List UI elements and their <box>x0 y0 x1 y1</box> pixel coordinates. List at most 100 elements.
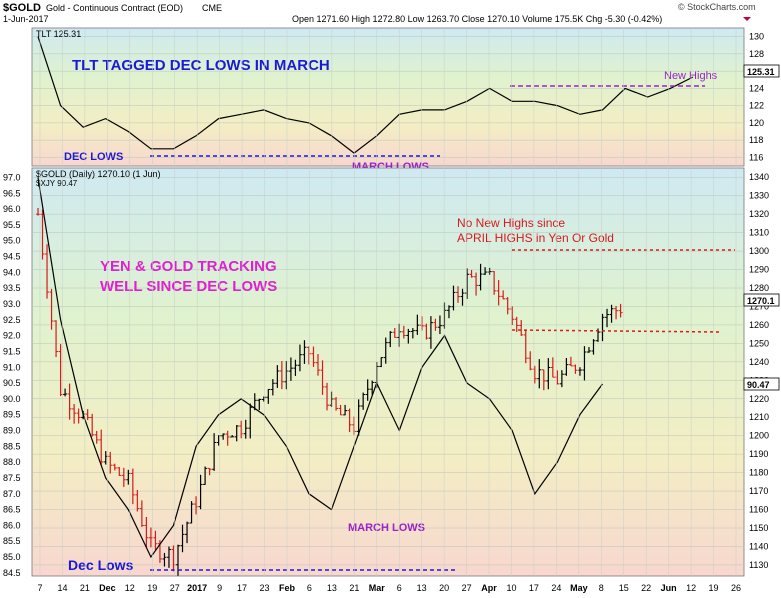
yen-y-tick-label: 96.5 <box>3 188 21 198</box>
tlt-last-value: 125.31 <box>747 67 775 77</box>
gold-ohlc-bar <box>45 244 50 299</box>
gold-y-tick-label: 1150 <box>749 523 768 533</box>
gold-ohlc-bar <box>234 425 239 442</box>
gold-ohlc-bar <box>139 500 144 527</box>
gold-ohlc-bar <box>469 270 474 278</box>
gold-ohlc-bar <box>230 435 235 438</box>
tlt-panel: 116118120122124126128130 TLT 125.31 TLT … <box>31 27 780 173</box>
yen-y-tick-label: 90.5 <box>3 378 21 388</box>
gold-ohlc-bar <box>288 357 293 381</box>
x-tick-label: 9 <box>217 583 222 593</box>
gold-y-tick-label: 1310 <box>749 228 769 238</box>
gold-y-tick-label: 1340 <box>749 172 769 182</box>
gold-ohlc-bar <box>36 207 40 216</box>
yen-gold-annotation-line1: YEN & GOLD TRACKING <box>100 258 277 275</box>
gold-ohlc-bar <box>519 320 524 336</box>
gold-ohlc-bar <box>257 398 262 411</box>
x-tick-label: 26 <box>731 583 741 593</box>
gold-ohlc-bar <box>225 430 230 446</box>
xjy-last-value-tag: 90.47 <box>743 377 780 391</box>
brand-label: © StockCharts.com <box>678 2 756 12</box>
tlt-series-line <box>37 36 694 154</box>
chart-header: $GOLD Gold - Continuous Contract (EOD) C… <box>3 2 756 24</box>
x-tick-label: 7 <box>37 583 42 593</box>
gold-ohlc-bar <box>270 379 275 396</box>
yen-y-tick-label: 94.5 <box>3 252 21 262</box>
gold-ohlc-bar <box>316 354 320 376</box>
gold-ohlc-bar <box>338 404 343 416</box>
x-tick-label: 13 <box>417 583 427 593</box>
x-tick-label: 6 <box>397 583 402 593</box>
gold-ohlc-bar <box>293 359 298 376</box>
gold-ohlc-bar <box>478 263 483 291</box>
x-tick-label: 27 <box>170 583 180 593</box>
tlt-panel-frame <box>31 27 745 167</box>
yen-y-tick-label: 88.5 <box>3 441 21 451</box>
support-line <box>511 329 721 333</box>
gold-ohlc-bar <box>108 451 113 474</box>
tlt-y-tick-label: 118 <box>749 135 763 145</box>
x-tick-label: 19 <box>709 583 719 593</box>
gold-ohlc-bar <box>474 272 479 296</box>
gold-yen-panel: 84.5 85.0 85.5 86.0 86.5 87.0 87.5 88.0 88.5 89.0… <box>3 167 780 578</box>
gold-ohlc-bar <box>162 552 167 567</box>
gold-ohlc-bar <box>537 359 542 389</box>
gold-ohlc-bar <box>311 346 316 368</box>
gold-legend: $GOLD (Daily) 1270.10 (1 Jun) <box>36 169 161 179</box>
gold-ohlc-bar <box>94 430 99 444</box>
exchange-label: CME <box>202 3 222 13</box>
yen-y-tick-label: 92.5 <box>3 315 21 325</box>
tlt-y-tick-label: 124 <box>749 83 764 93</box>
xjy-legend: $XJY 90.47 <box>36 179 78 188</box>
x-tick-label: 21 <box>80 583 90 593</box>
x-tick-label: 6 <box>307 583 312 593</box>
tlt-legend: TLT 125.31 <box>36 29 81 39</box>
gold-ohlc-bar <box>582 346 587 381</box>
xjy-series-line <box>37 177 603 559</box>
gold-ohlc-bar <box>302 340 307 364</box>
yen-y-tick-label: 89.5 <box>3 410 21 420</box>
gold-ohlc-bar <box>212 433 217 471</box>
gold-ohlc-bar <box>207 467 212 476</box>
tlt-gridlines <box>32 36 744 158</box>
yen-y-tick-label: 91.5 <box>3 346 21 356</box>
x-tick-label: Mar <box>369 583 386 593</box>
gold-ohlc-bar <box>112 463 117 471</box>
gold-ohlc-bar <box>275 365 280 388</box>
gold-ohlc-bar <box>320 360 325 395</box>
gold-y-tick-label: 1240 <box>749 357 769 367</box>
gold-ohlc-bar <box>365 379 370 401</box>
gold-ohlc-bar <box>437 315 442 335</box>
x-tick-label: May <box>570 583 588 593</box>
dropdown-arrow-icon[interactable] <box>743 17 751 21</box>
gold-ohlc-bar <box>514 316 519 332</box>
date-label: 1-Jun-2017 <box>3 14 49 24</box>
gold-y-tick-label: 1330 <box>749 191 769 201</box>
gold-ohlc-bar <box>189 501 194 524</box>
gold-ohlc-bar <box>54 320 59 358</box>
yen-y-tick-label: 96.0 <box>3 204 21 214</box>
gold-ohlc-bar <box>203 466 208 485</box>
gold-ohlc-bar <box>130 468 135 505</box>
no-new-highs-annotation-line1: No New Highs since <box>457 216 565 230</box>
gold-y-tick-label: 1280 <box>749 283 769 293</box>
x-tick-label: 19 <box>147 583 157 593</box>
gold-ohlc-bar <box>510 306 515 326</box>
gold-y-tick-label: 1140 <box>749 541 768 551</box>
gold-ohlc-bar <box>248 403 253 439</box>
gold-ohlc-bar <box>198 474 203 510</box>
gold-ohlc-bar <box>180 524 185 553</box>
gold-ohlc-bar <box>564 358 569 376</box>
x-tick-label: 27 <box>462 583 472 593</box>
yen-y-tick-label: 92.0 <box>3 331 21 341</box>
x-tick-label: Jun <box>661 583 677 593</box>
gold-ohlc-bar <box>523 329 528 364</box>
gold-ohlc-bar <box>40 209 45 260</box>
gold-ohlc-bar <box>370 380 375 395</box>
gold-ohlc-bar <box>541 369 546 391</box>
yen-gold-annotation-line2: WELL SINCE DEC LOWS <box>100 278 277 295</box>
gold-ohlc-bar <box>460 288 465 306</box>
new-highs-annotation: New Highs <box>664 70 718 82</box>
gold-ohlc-bar <box>446 305 451 319</box>
